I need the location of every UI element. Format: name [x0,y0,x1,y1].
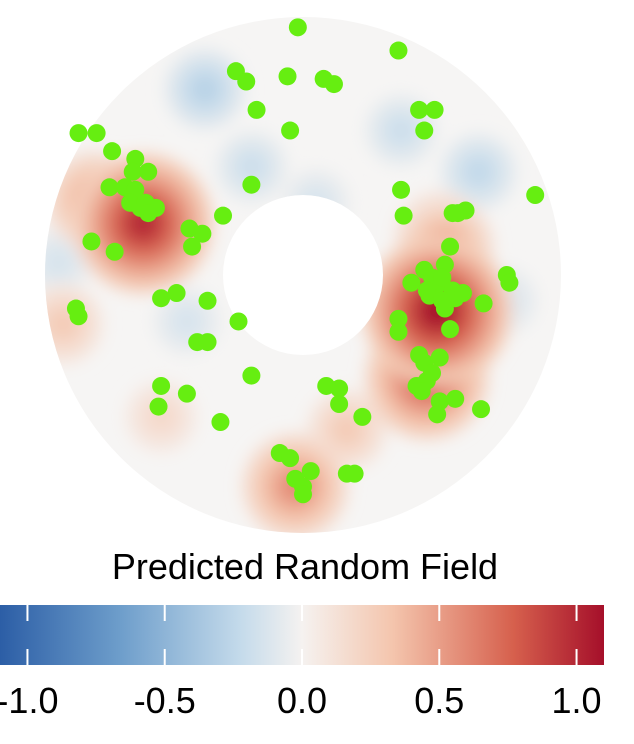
observation-point [152,376,171,395]
observation-point [301,462,320,481]
legend-ticks [26,605,578,665]
observation-point [345,464,364,483]
observation-point [82,232,101,251]
legend-title: Predicted Random Field [111,546,499,587]
observation-point [428,405,447,424]
observation-point [441,237,460,256]
coldspot-layer [393,123,409,138]
observation-point [237,72,256,91]
legend-colorbar [0,605,604,665]
observation-point [389,322,408,341]
observation-point [448,204,467,223]
coldspot-layer [303,190,329,216]
coldspot-layer [180,314,194,329]
observation-point [353,407,372,426]
coldspot-0 [164,48,246,130]
observation-point [430,348,449,367]
observation-point [281,449,300,468]
observation-point [330,379,349,398]
observation-point [410,100,429,119]
observation-point [242,366,261,385]
observation-point [139,162,158,181]
observation-point [69,124,88,143]
observation-point [441,320,460,339]
hotspot-layer [54,315,72,333]
coldspot-layer [244,159,259,174]
coldspot-3 [215,130,288,204]
observation-point [152,289,171,308]
coldspot-layer [51,255,65,269]
observation-point [453,284,472,303]
hotspot-2 [45,283,104,365]
observation-point [526,186,545,205]
hotspot-0 [124,380,198,454]
observation-point [500,273,519,292]
observation-point [446,389,465,408]
observation-point [433,268,452,287]
observation-point [167,284,186,303]
observation-point [105,242,124,261]
coldspot-2 [364,94,438,167]
observation-point [198,333,217,352]
observation-point [324,75,343,94]
observation-points [66,18,545,504]
coldspot-layer [470,164,487,180]
observation-point [198,291,217,310]
observation-point [417,281,436,300]
legend-tick-label: -1.0 [0,680,59,721]
observation-point [281,121,300,140]
observation-point [211,413,230,432]
observation-point [100,178,119,197]
coldspot-7 [281,168,351,238]
observation-point [415,121,434,140]
observation-point [103,142,122,161]
observation-point [412,382,431,401]
observation-point [247,100,266,119]
observation-point [177,384,196,403]
hotspot-layer [338,421,355,438]
coldspot-1 [439,133,517,211]
observation-point [394,206,413,225]
legend-tick-label: 1.0 [551,680,602,721]
coldspot-layer [196,81,214,98]
observation-point [193,224,212,243]
observation-point [69,307,88,326]
legend-tick-label: 0.5 [414,680,465,721]
observation-point [294,485,312,504]
observation-point [472,400,491,419]
observation-point [123,162,142,181]
observation-point [330,395,349,413]
legend-tick-label: 0.0 [276,680,328,721]
observation-point [402,273,421,292]
observation-point [278,67,297,86]
observation-point [474,294,493,313]
observation-point [87,124,106,143]
observation-point [183,237,202,256]
observation-point [214,206,233,225]
coldspot-layer [309,195,323,210]
observation-point [425,100,444,119]
observation-point [139,204,158,223]
observation-point [288,18,307,37]
observation-point [149,397,168,416]
observation-point [435,299,454,318]
observation-point [229,312,248,331]
observation-point [242,175,261,194]
observation-point [389,41,408,60]
observation-point [389,309,408,328]
coldspot-layer [298,184,334,221]
observation-point [392,180,411,199]
legend-tick-label: -0.5 [133,680,196,721]
